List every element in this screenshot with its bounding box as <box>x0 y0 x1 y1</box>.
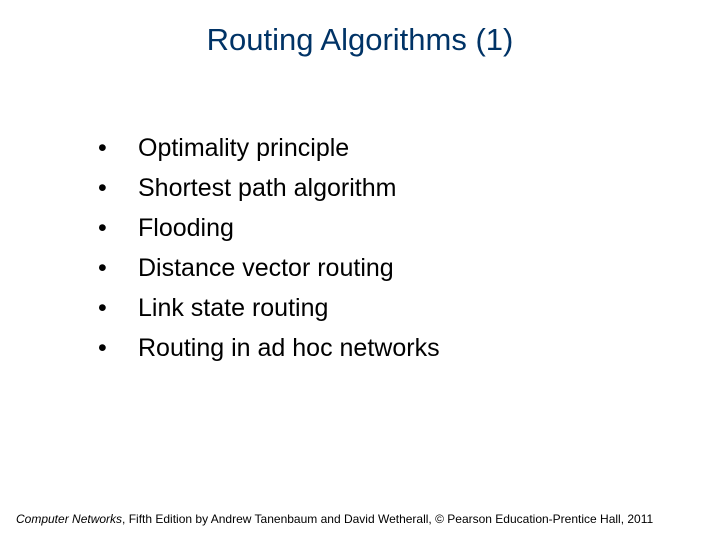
list-item: • Routing in ad hoc networks <box>92 328 720 368</box>
bullet-icon: • <box>92 128 138 168</box>
list-item: • Link state routing <box>92 288 720 328</box>
bullet-icon: • <box>92 208 138 248</box>
bullet-icon: • <box>92 168 138 208</box>
list-item: • Flooding <box>92 208 720 248</box>
bullet-icon: • <box>92 248 138 288</box>
list-item: • Optimality principle <box>92 128 720 168</box>
bullet-text: Routing in ad hoc networks <box>138 328 440 368</box>
bullet-icon: • <box>92 288 138 328</box>
bullet-list: • Optimality principle • Shortest path a… <box>92 128 720 368</box>
list-item: • Distance vector routing <box>92 248 720 288</box>
bullet-text: Optimality principle <box>138 128 349 168</box>
bullet-text: Shortest path algorithm <box>138 168 396 208</box>
slide-title: Routing Algorithms (1) <box>0 0 720 58</box>
bullet-icon: • <box>92 328 138 368</box>
slide-body: • Optimality principle • Shortest path a… <box>0 58 720 368</box>
footer-rest: , Fifth Edition by Andrew Tanenbaum and … <box>122 512 653 526</box>
list-item: • Shortest path algorithm <box>92 168 720 208</box>
slide-footer: Computer Networks, Fifth Edition by Andr… <box>16 512 704 526</box>
bullet-text: Distance vector routing <box>138 248 394 288</box>
bullet-text: Link state routing <box>138 288 328 328</box>
bullet-text: Flooding <box>138 208 234 248</box>
slide: Routing Algorithms (1) • Optimality prin… <box>0 0 720 540</box>
footer-italic: Computer Networks <box>16 512 122 526</box>
